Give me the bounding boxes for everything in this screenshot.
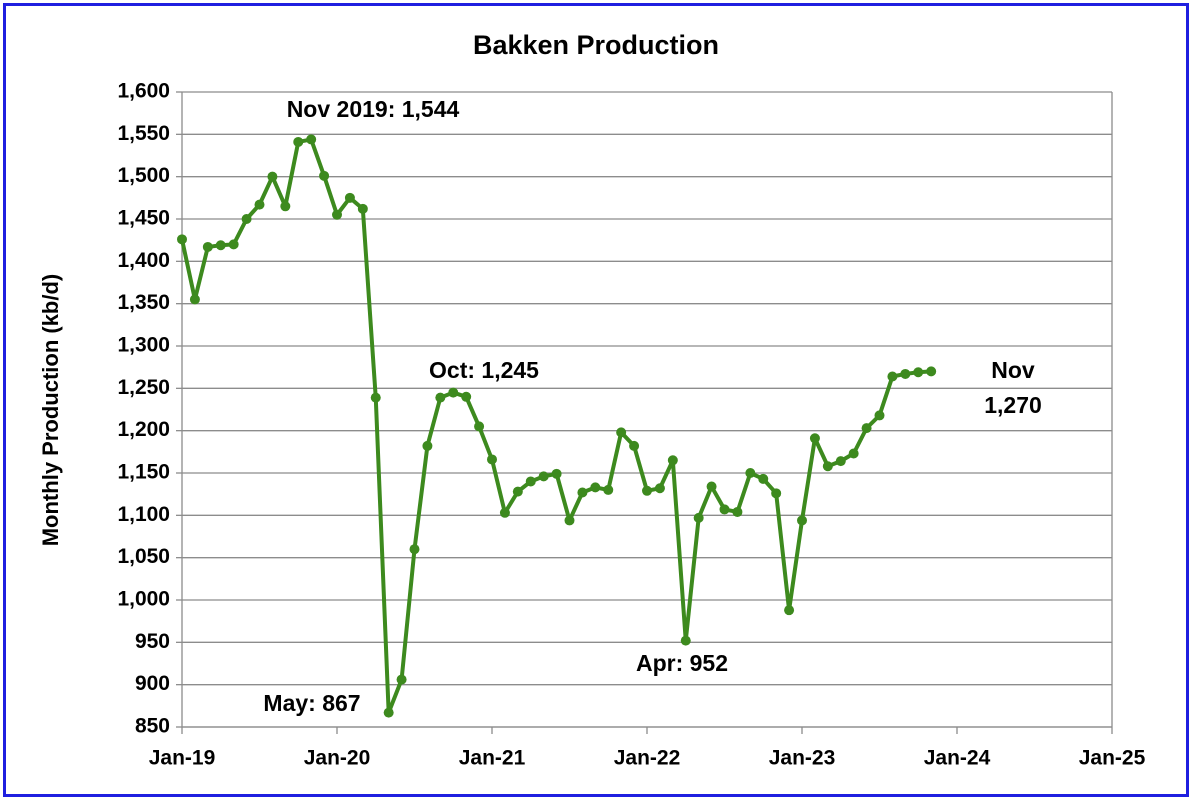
data-point: [654, 483, 665, 494]
annotation: Nov 2019: 1,544: [287, 96, 460, 122]
chart-frame: [3, 3, 1189, 797]
data-point: [835, 456, 846, 467]
data-point: [693, 512, 704, 523]
x-tick-label: Jan-23: [769, 747, 836, 770]
data-point: [822, 461, 833, 472]
x-tick-label: Jan-19: [149, 747, 216, 770]
data-point: [357, 203, 368, 214]
y-tick-label: 1,400: [117, 249, 170, 272]
data-point: [370, 392, 381, 403]
data-point: [719, 504, 730, 515]
data-point: [900, 368, 911, 379]
data-point: [215, 240, 226, 251]
y-tick-label: 1,450: [117, 207, 170, 230]
data-point: [409, 544, 420, 555]
y-tick-label: 1,000: [117, 588, 170, 611]
data-point: [267, 171, 278, 182]
data-point: [512, 486, 523, 497]
data-point: [887, 371, 898, 382]
data-point: [706, 481, 717, 492]
data-point: [758, 473, 769, 484]
data-point: [771, 488, 782, 499]
annotation: Nov: [991, 357, 1035, 383]
data-point: [745, 468, 756, 478]
annotation: 1,270: [984, 392, 1042, 418]
data-point: [487, 454, 497, 465]
x-tick-label: Jan-20: [304, 747, 371, 770]
data-point: [525, 476, 536, 487]
data-point: [680, 635, 691, 646]
data-point: [306, 134, 317, 145]
data-point: [461, 391, 472, 402]
data-point: [809, 433, 820, 444]
y-tick-label: 1,100: [117, 503, 170, 526]
data-point: [383, 707, 394, 718]
y-tick-label: 1,350: [117, 291, 170, 314]
data-point: [280, 201, 291, 212]
y-tick-label: 1,300: [117, 334, 170, 357]
x-tick-label: Jan-21: [459, 747, 526, 770]
data-point: [344, 192, 355, 203]
data-point: [732, 506, 743, 517]
data-point: [667, 455, 678, 466]
data-point: [642, 485, 652, 496]
y-tick-label: 900: [135, 672, 170, 695]
y-tick-label: 1,550: [117, 122, 170, 145]
data-point: [874, 410, 885, 421]
y-tick-label: 1,150: [117, 461, 170, 484]
data-point: [499, 507, 510, 518]
data-point: [435, 392, 446, 403]
y-tick-label: 1,600: [117, 80, 170, 103]
data-point: [926, 366, 937, 377]
y-tick-label: 1,200: [117, 418, 170, 441]
data-point: [189, 294, 200, 305]
y-tick-label: 1,250: [117, 376, 170, 399]
data-point: [241, 214, 252, 224]
series-line: [180, 137, 932, 715]
y-tick-label: 850: [135, 715, 170, 738]
data-point: [797, 515, 807, 526]
data-point: [177, 234, 187, 245]
x-tick-label: Jan-25: [1079, 747, 1146, 770]
data-point: [629, 440, 640, 451]
data-point: [448, 387, 459, 398]
chart-title: Bakken Production: [473, 30, 719, 60]
data-point: [848, 448, 859, 459]
y-tick-label: 1,500: [117, 164, 170, 187]
data-point: [551, 468, 562, 479]
data-point: [319, 170, 330, 181]
data-point: [228, 239, 239, 250]
data-point: [861, 423, 872, 434]
x-tick-label: Jan-24: [924, 747, 991, 770]
data-point: [913, 367, 924, 378]
data-point: [577, 487, 588, 498]
y-axis-label: Monthly Production (kb/d): [38, 274, 63, 547]
data-point: [564, 515, 575, 526]
data-point: [784, 605, 795, 616]
data-point: [603, 484, 614, 495]
x-tick-label: Jan-22: [614, 747, 681, 770]
data-point: [590, 482, 601, 493]
annotation: Oct: 1,245: [429, 357, 539, 383]
data-point: [538, 471, 549, 482]
y-tick-label: 1,050: [117, 545, 170, 568]
data-point: [396, 674, 407, 685]
data-point: [422, 440, 433, 451]
data-point: [474, 421, 485, 432]
data-point: [293, 136, 304, 147]
data-point: [616, 427, 627, 438]
annotation: May: 867: [263, 690, 360, 716]
annotation: Apr: 952: [636, 650, 728, 676]
y-tick-label: 950: [135, 630, 170, 653]
data-point: [332, 209, 342, 220]
data-point: [202, 241, 213, 252]
data-point: [254, 199, 265, 210]
